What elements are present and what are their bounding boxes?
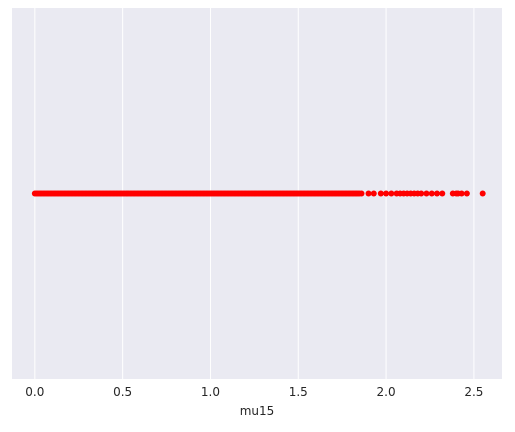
x-tick-label: 0.0 xyxy=(25,385,44,399)
data-point xyxy=(365,190,372,197)
data-point xyxy=(377,190,384,197)
data-point xyxy=(418,190,425,197)
data-point xyxy=(479,190,486,197)
data-point xyxy=(423,190,430,197)
data-point xyxy=(383,190,390,197)
x-tick-label: 0.5 xyxy=(113,385,132,399)
x-tick-labels: 0.0 0.5 1.0 1.5 2.0 2.5 xyxy=(25,385,483,399)
data-point xyxy=(358,190,365,197)
x-tick-label: 2.5 xyxy=(464,385,483,399)
x-tick-label: 2.0 xyxy=(377,385,396,399)
data-point xyxy=(458,190,465,197)
data-point xyxy=(370,190,377,197)
data-point xyxy=(439,190,446,197)
x-axis-label: mu15 xyxy=(240,404,275,418)
data-point xyxy=(434,190,441,197)
data-point xyxy=(463,190,470,197)
data-points xyxy=(31,190,486,197)
x-tick-label: 1.5 xyxy=(289,385,308,399)
data-point xyxy=(388,190,395,197)
x-tick-label: 1.0 xyxy=(201,385,220,399)
data-point xyxy=(428,190,435,197)
